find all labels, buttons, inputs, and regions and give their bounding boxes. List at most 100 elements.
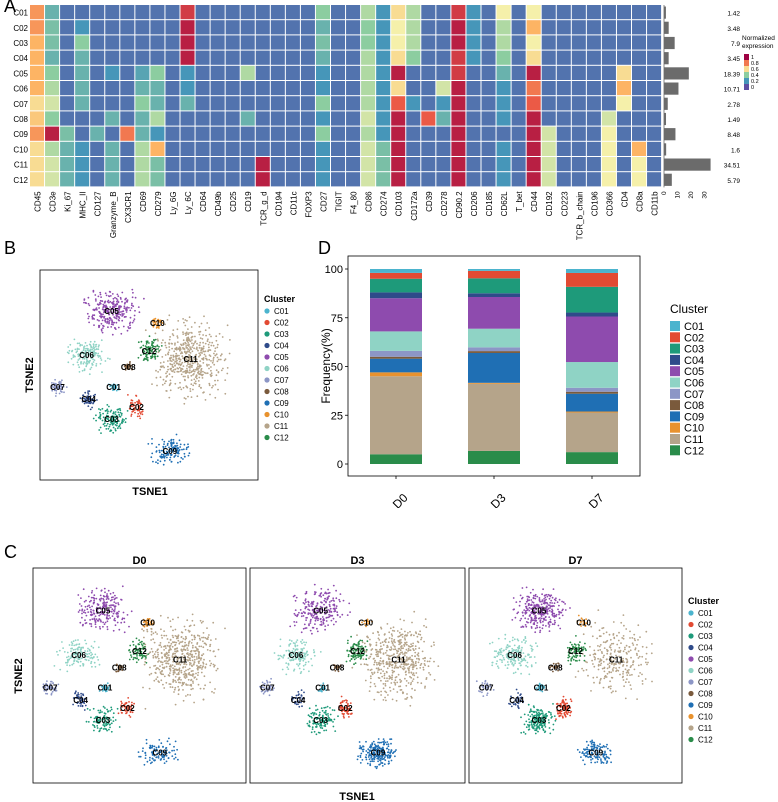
c-legend-item-C07: C07	[698, 678, 713, 687]
heat-cell	[195, 111, 210, 126]
heat-cell	[526, 157, 541, 172]
b-legend-dot-C09	[264, 400, 270, 406]
b-legend-dot-C02	[264, 319, 270, 326]
heat-cell	[225, 5, 240, 20]
d-bar-D0-C07	[370, 350, 422, 357]
heat-cell	[601, 5, 616, 20]
b-legend-dot-C04	[264, 342, 270, 349]
c-D3-label-C01: C01	[315, 684, 330, 693]
d-ytick-25: 25	[331, 410, 343, 422]
heat-cell	[300, 96, 315, 111]
heat-cell	[270, 157, 285, 172]
heat-cell	[481, 65, 496, 80]
heat-cell	[391, 172, 406, 187]
heat-cell	[60, 96, 75, 111]
row-label-C03: C03	[13, 39, 28, 48]
heat-cell	[225, 126, 240, 141]
d-ytick-50: 50	[331, 362, 343, 374]
heat-cell	[481, 20, 496, 35]
heat-cell	[150, 172, 165, 187]
heat-cell	[195, 96, 210, 111]
c-D3-label-C07: C07	[260, 684, 275, 693]
heat-cell	[45, 157, 60, 172]
heatmap-panel: C01C02C03C04C05C06C07C08C09C10C11C12CD45…	[13, 5, 775, 240]
heat-cell	[165, 172, 180, 187]
heat-cell	[75, 20, 90, 35]
heat-cell	[391, 50, 406, 65]
heat-cell	[150, 50, 165, 65]
freq-label: 1.6	[731, 147, 740, 154]
tsne-panel-b: C05 C10 C06 C12 C08 C11 C07 C01 C04 C02 C03 C09 TSNE…	[24, 269, 296, 498]
col-label-CD44: CD44	[530, 191, 539, 212]
heat-cell	[60, 172, 75, 187]
c-D0-label-C11: C11	[173, 655, 188, 664]
freq-label: 8.48	[727, 132, 740, 139]
col-label-FOXP3: FOXP3	[304, 191, 313, 218]
col-label-CD279: CD279	[154, 191, 163, 216]
heat-cell	[285, 126, 300, 141]
heat-cell	[315, 172, 330, 187]
heat-cell	[616, 157, 631, 172]
d-bar-D7-C08	[566, 391, 618, 394]
heat-cell	[195, 65, 210, 80]
heat-cell	[406, 5, 421, 20]
heat-cell	[647, 81, 662, 96]
heat-cell	[30, 50, 45, 65]
heat-cell	[105, 157, 120, 172]
heat-cell	[571, 65, 586, 80]
b-legend-dot-C05	[264, 354, 270, 360]
col-label-CD69: CD69	[139, 191, 148, 212]
heat-cell	[315, 20, 330, 35]
heat-cell	[511, 126, 526, 141]
heat-cell	[225, 35, 240, 50]
heat-cell	[120, 65, 135, 80]
heat-cell	[632, 126, 647, 141]
heat-cell	[511, 141, 526, 156]
b-points-C05	[83, 288, 145, 336]
heat-cell	[632, 157, 647, 172]
c-legend-dot-C04	[688, 644, 694, 651]
heat-cell	[165, 157, 180, 172]
heat-cell	[75, 172, 90, 187]
heat-cell	[120, 96, 135, 111]
c-D0-label-C08: C08	[112, 663, 127, 672]
c-D0-label-C12: C12	[132, 647, 147, 656]
heat-cell	[240, 50, 255, 65]
heat-cell	[150, 126, 165, 141]
c-D7-points-C11	[574, 609, 653, 700]
heat-cell	[150, 141, 165, 156]
c-D7-label-C06: C06	[507, 651, 522, 660]
heat-cell	[481, 96, 496, 111]
legend-title-1: Normalized	[742, 35, 775, 42]
heat-cell	[45, 81, 60, 96]
heat-cell	[421, 172, 436, 187]
heat-cell	[406, 111, 421, 126]
heat-cell	[75, 65, 90, 80]
d-legend-swatch-C10	[670, 422, 680, 433]
c-xlabel: TSNE1	[339, 791, 374, 802]
heat-cell	[45, 141, 60, 156]
b-legend-title: Cluster	[264, 294, 296, 304]
b-points-C10	[152, 317, 164, 329]
heat-cell	[90, 50, 105, 65]
col-label-CD192: CD192	[545, 191, 554, 216]
heat-cell	[541, 20, 556, 35]
d-bar-D3-C03	[468, 278, 520, 294]
heat-cell	[225, 81, 240, 96]
heat-cell	[571, 111, 586, 126]
heat-cell	[90, 157, 105, 172]
c-D0-label-C06: C06	[71, 651, 86, 660]
c-legend-item-C08: C08	[698, 690, 713, 699]
heat-cell	[466, 96, 481, 111]
heat-cell	[466, 157, 481, 172]
heat-cell	[586, 141, 601, 156]
heat-cell	[616, 65, 631, 80]
c-D3-points-C11	[351, 610, 440, 707]
heat-cell	[60, 81, 75, 96]
row-label-C11: C11	[14, 161, 29, 170]
b-label-C02: C02	[129, 403, 144, 412]
heat-cell	[632, 20, 647, 35]
c-legend-dot-C11	[688, 725, 694, 731]
heat-cell	[436, 81, 451, 96]
heat-cell	[511, 20, 526, 35]
